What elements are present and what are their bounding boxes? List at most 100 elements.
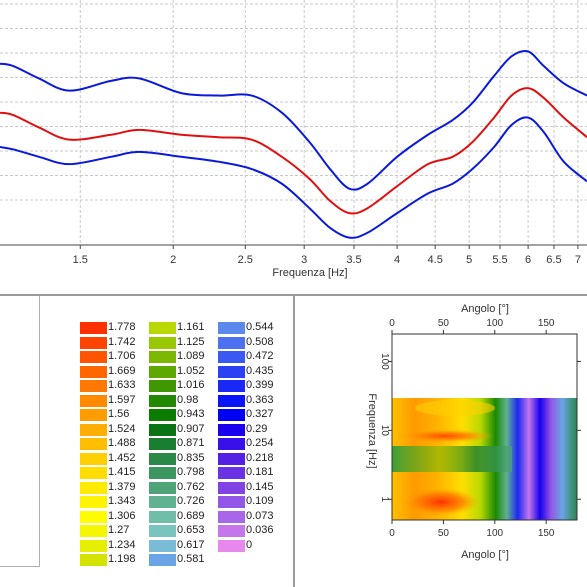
frequency-curve-chart: 1.5 2 2.5 3 3.5 4 4.5 5 5.5 6 6.5 7 Frequenza [Hz]: [0, 0, 587, 279]
heatmap-axes: 0 0 50 50 100 100 150 150 100 10 1: [379, 318, 581, 539]
legend-label: 1.089: [177, 350, 205, 362]
legend-label: 1.415: [108, 466, 136, 478]
legend-swatch: [218, 452, 245, 465]
legend-swatch: [80, 336, 107, 349]
heatmap-field: [392, 398, 577, 520]
legend-swatch: [218, 510, 245, 523]
legend-label: 0.145: [246, 480, 274, 493]
x-tick-label: 2.5: [238, 254, 253, 266]
legend-label: 1.306: [108, 509, 136, 522]
legend-swatch: [218, 467, 245, 479]
x-tick-label: 6.5: [546, 254, 561, 266]
legend-swatch: [80, 481, 107, 494]
x-tick-label: 3.5: [346, 254, 361, 266]
legend-label: 0.762: [177, 480, 205, 493]
legend-label: 0.036: [246, 524, 274, 536]
legend-label: 0: [246, 538, 253, 551]
legend-swatch: [149, 496, 176, 508]
legend-label: 0.254: [246, 437, 274, 449]
angle-frequency-heatmap: 0 0 50 50 100 100 150 150 100 10 1 Angolo [°] Ango…: [366, 303, 581, 561]
legend-label: 1.669: [108, 364, 136, 377]
legend-swatch: [218, 423, 245, 436]
x-tick-label: 5: [466, 254, 472, 266]
heatmap-top-tick-label: 100: [486, 318, 503, 329]
x-tick-label: 7: [575, 254, 581, 266]
legend-label: 1.56: [108, 408, 130, 420]
legend-label: 0.835: [177, 451, 205, 464]
heatmap-bottom-tick-label: 100: [486, 528, 503, 539]
legend-label: 1.633: [108, 379, 136, 391]
legend-label: 1.161: [177, 321, 205, 333]
legend-swatch: [80, 409, 107, 421]
legend-swatch: [218, 351, 245, 363]
legend-swatch: [80, 467, 107, 479]
legend-swatch: [218, 496, 245, 508]
legend-swatch: [218, 380, 245, 392]
legend-label: 0.798: [177, 466, 205, 478]
x-tick-label: 2: [170, 254, 176, 266]
legend-swatch: [80, 365, 107, 378]
legend-swatch: [218, 481, 245, 494]
legend-label: 0.508: [246, 335, 274, 348]
legend-swatch: [149, 423, 176, 436]
legend-swatch: [80, 351, 107, 363]
legend-label: 0.327: [246, 408, 274, 420]
legend-label: 1.488: [108, 437, 136, 449]
heatmap-top-tick-label: 150: [538, 318, 555, 329]
legend-label: 0.581: [177, 553, 205, 565]
legend-label: 1.234: [108, 538, 136, 551]
legend-panel-bottom-border: [0, 566, 40, 567]
legend-label: 1.524: [108, 422, 136, 435]
legend-label: 0.943: [177, 408, 205, 420]
legend-label: 0.472: [246, 350, 274, 362]
panel-divider: [293, 295, 295, 587]
legend-swatch: [149, 394, 176, 407]
chart-series: [0, 49, 587, 239]
legend-swatch: [218, 322, 245, 334]
legend-label: 0.218: [246, 451, 274, 464]
x-tick-labels: 1.5 2 2.5 3 3.5 4 4.5 5 5.5 6 6.5 7: [73, 245, 581, 266]
x-tick-label: 4: [394, 254, 400, 266]
legend-swatch: [80, 496, 107, 508]
legend-label: 1.597: [108, 393, 136, 406]
legend-label: 1.778: [108, 321, 136, 333]
legend-label: 0.653: [177, 524, 205, 536]
x-tick-label: 3: [301, 254, 307, 266]
legend-swatch: [80, 394, 107, 407]
heatmap-y-tick-label: 1: [379, 496, 390, 502]
legend-swatch: [218, 336, 245, 349]
legend-label: 1.016: [177, 379, 205, 391]
heatmap-y-tick-label: 10: [379, 425, 390, 437]
heatmap-y-tick-label: 100: [379, 353, 390, 370]
legend-label: 0.689: [177, 509, 205, 522]
legend-label: 0.544: [246, 321, 274, 333]
legend-label: 0.29: [246, 422, 268, 435]
legend-swatch: [218, 409, 245, 421]
heatmap-top-axis-label: Angolo [°]: [461, 303, 509, 315]
legend-label: 0.073: [246, 509, 274, 522]
legend-label: 0.109: [246, 495, 274, 507]
x-tick-label: 6: [525, 254, 531, 266]
legend-swatch: [80, 452, 107, 465]
heatmap-bottom-tick-label: 50: [438, 528, 450, 539]
legend-label: 1.379: [108, 480, 136, 493]
legend-label: 0.363: [246, 393, 274, 406]
legend-swatch: [149, 336, 176, 349]
legend-swatch: [80, 423, 107, 436]
legend-swatch: [149, 525, 176, 537]
legend-label: 0.907: [177, 422, 205, 435]
legend-swatch: [80, 322, 107, 334]
legend-label: 1.706: [108, 350, 136, 362]
legend-swatch: [80, 510, 107, 523]
legend-swatch: [218, 539, 245, 552]
legend-swatch: [80, 525, 107, 537]
legend-swatch: [149, 554, 176, 566]
heatmap-y-axis-label: Frequenza [Hz]: [366, 393, 378, 468]
legend-label: 1.742: [108, 335, 136, 348]
legend-swatch: [149, 467, 176, 479]
legend-label: 0.435: [246, 364, 274, 377]
legend-label: 0.399: [246, 379, 274, 391]
legend-swatch: [80, 380, 107, 392]
legend-label: 1.343: [108, 495, 136, 507]
legend-label: 0.617: [177, 538, 205, 551]
